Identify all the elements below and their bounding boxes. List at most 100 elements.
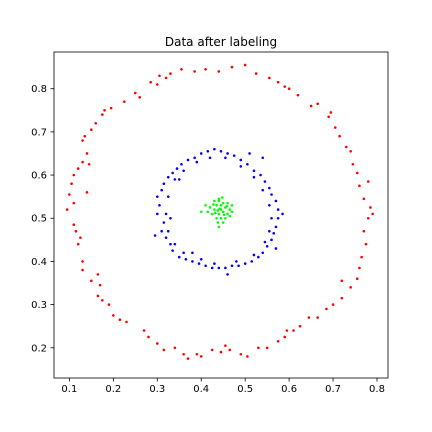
data-point — [349, 150, 352, 153]
data-point — [204, 264, 207, 268]
data-point — [199, 152, 203, 155]
data-point — [74, 229, 78, 233]
data-point — [162, 182, 166, 185]
data-point — [173, 242, 177, 246]
data-point — [292, 329, 295, 332]
data-point — [169, 216, 172, 220]
data-point — [276, 80, 280, 84]
data-point — [195, 160, 199, 164]
y-tick-label: 0.3 — [31, 300, 47, 311]
data-point — [239, 158, 243, 162]
data-point — [217, 197, 221, 201]
data-point — [216, 221, 220, 224]
chart-title: Data after labeling — [165, 35, 277, 49]
data-point — [182, 169, 185, 173]
y-tick-label: 0.8 — [31, 84, 47, 95]
data-point — [239, 165, 243, 168]
data-point — [90, 279, 93, 283]
data-point — [175, 167, 179, 170]
data-point — [215, 203, 218, 207]
data-point — [340, 296, 344, 300]
x-tick-label: 0.2 — [105, 384, 121, 395]
data-point — [160, 229, 163, 233]
data-point — [221, 196, 224, 199]
data-point — [228, 208, 232, 211]
x-tick-label: 0.8 — [369, 384, 385, 395]
data-point — [149, 80, 152, 84]
data-point — [199, 257, 203, 261]
data-point — [261, 188, 265, 192]
data-point — [182, 352, 185, 356]
data-point — [162, 348, 166, 352]
data-point — [221, 221, 225, 224]
data-point — [160, 188, 163, 192]
data-point — [351, 162, 355, 166]
data-point — [270, 216, 273, 220]
data-point — [287, 87, 291, 90]
data-point — [166, 229, 170, 233]
data-point — [81, 260, 84, 263]
data-point — [96, 273, 100, 276]
data-point — [155, 212, 159, 216]
data-point — [226, 273, 229, 276]
data-point — [210, 266, 214, 270]
data-point — [138, 96, 141, 99]
y-tick-label: 0.6 — [31, 171, 47, 182]
data-point — [212, 203, 215, 206]
data-point — [226, 201, 229, 205]
data-point — [96, 294, 100, 298]
data-point — [162, 221, 166, 224]
data-point — [85, 191, 89, 194]
data-point — [358, 184, 361, 188]
data-point — [265, 245, 269, 248]
data-point — [226, 212, 229, 216]
data-point — [217, 266, 221, 270]
data-point — [208, 206, 212, 209]
data-point — [206, 210, 210, 214]
data-point — [285, 329, 289, 332]
data-point — [210, 212, 214, 216]
data-point — [344, 145, 348, 149]
x-tick-label: 0.6 — [281, 384, 297, 395]
data-point — [221, 201, 225, 205]
data-point — [221, 210, 225, 214]
data-point — [147, 335, 150, 339]
data-point — [177, 178, 181, 181]
data-point — [197, 262, 201, 265]
data-point — [169, 72, 172, 75]
y-tick-label: 0.2 — [31, 343, 47, 354]
data-point — [173, 178, 177, 181]
data-point — [193, 156, 196, 160]
x-tick-label: 0.7 — [325, 384, 341, 395]
data-point — [155, 195, 159, 198]
data-point — [257, 255, 260, 259]
data-point — [210, 348, 214, 352]
data-point — [237, 264, 240, 268]
data-point — [177, 255, 181, 259]
data-point — [213, 208, 216, 211]
data-point — [298, 324, 302, 328]
x-axis: 0.1 0.2 0.3 0.4 0.5 0.6 0.7 0.8 — [61, 378, 385, 395]
data-point — [219, 216, 223, 220]
data-point — [219, 203, 223, 207]
data-point — [166, 175, 170, 179]
data-point — [199, 355, 203, 358]
data-point — [81, 268, 84, 272]
data-point — [268, 203, 271, 207]
data-point — [246, 355, 249, 358]
data-point — [123, 100, 126, 103]
data-point — [333, 126, 337, 129]
data-point — [180, 67, 183, 71]
data-point — [274, 199, 278, 203]
data-point — [276, 340, 280, 343]
data-point — [65, 208, 69, 211]
data-point — [340, 279, 344, 283]
data-point — [83, 134, 87, 138]
data-point — [331, 303, 335, 306]
data-point — [268, 229, 271, 233]
data-point — [180, 162, 183, 166]
data-point — [169, 242, 172, 246]
data-point — [186, 357, 190, 360]
y-tick-label: 0.5 — [31, 214, 47, 225]
data-point — [254, 72, 258, 75]
